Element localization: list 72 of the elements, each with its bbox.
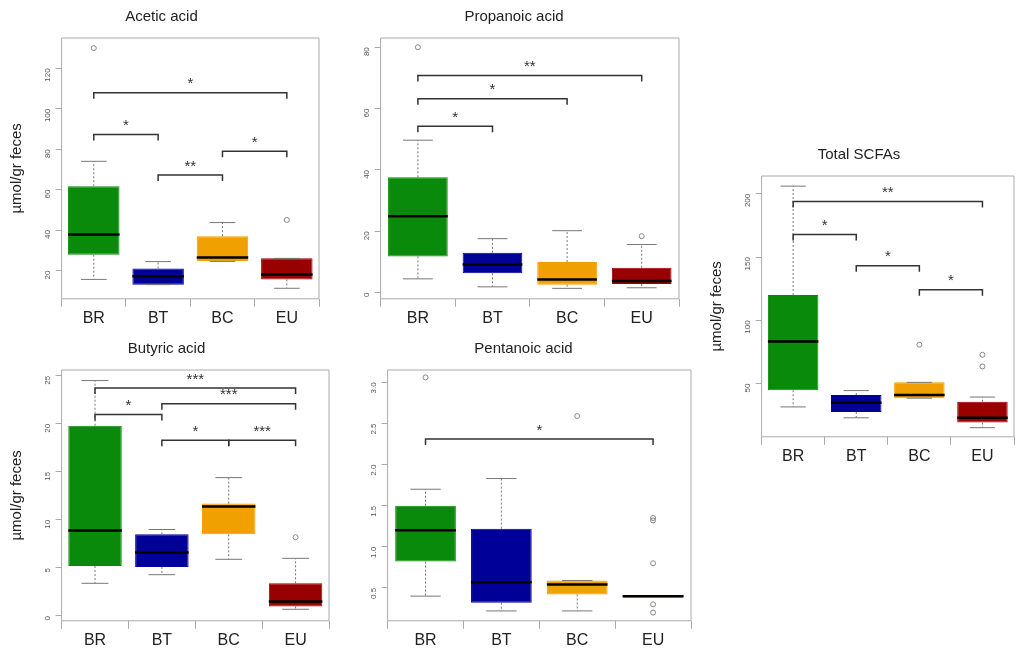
y-tick-label: 1.5 xyxy=(368,505,378,517)
x-tick-label: EU xyxy=(971,446,994,464)
y-tick-label: 150 xyxy=(742,256,752,271)
y-tick-label: 60 xyxy=(42,189,52,199)
annotation: * xyxy=(125,396,132,414)
annotation: * xyxy=(187,74,194,92)
chart-title: Propanoic acid xyxy=(464,7,564,25)
x-tick-label: BT xyxy=(147,308,169,326)
y-tick-label: 100 xyxy=(42,108,52,123)
annotation: *** xyxy=(219,385,238,403)
y-tick-label: 20 xyxy=(42,423,52,433)
y-tick-label: 100 xyxy=(742,319,752,334)
annotation: * xyxy=(884,247,891,265)
x-tick-label: BR xyxy=(782,446,805,464)
y-tick-label: 50 xyxy=(742,383,752,393)
annotation: * xyxy=(489,80,496,98)
x-tick-label: BT xyxy=(151,630,173,648)
y-tick-label: 5 xyxy=(42,567,52,573)
annotation: * xyxy=(123,116,130,134)
y-tick-label: 120 xyxy=(42,67,52,82)
y-tick-label: 25 xyxy=(42,375,52,385)
y-tick-label: 200 xyxy=(742,193,752,208)
annotation: * xyxy=(452,107,459,125)
x-tick-label: EU xyxy=(284,630,307,648)
y-tick-label: 40 xyxy=(361,169,371,179)
chart-title: Pentanoic acid xyxy=(474,339,573,357)
x-tick-label: BR xyxy=(82,308,105,326)
annotation: * xyxy=(251,132,258,150)
annotation: ** xyxy=(523,57,536,75)
x-tick-label: BC xyxy=(566,630,589,648)
annotation: *** xyxy=(186,369,205,387)
chart-title: Acetic acid xyxy=(125,7,198,25)
x-tick-label: BC xyxy=(908,446,931,464)
y-tick-label: 60 xyxy=(361,108,371,118)
y-tick-label: 3.0 xyxy=(368,381,378,394)
annotation: * xyxy=(947,271,954,289)
y-tick-label: 0 xyxy=(361,292,371,298)
y-tick-label: 10 xyxy=(42,519,52,529)
y-tick-label: 20 xyxy=(361,230,371,241)
x-tick-label: BR xyxy=(83,630,107,648)
x-tick-label: BC xyxy=(211,308,234,326)
annotation: * xyxy=(821,216,828,234)
y-tick-label: 0.5 xyxy=(368,587,378,600)
y-tick-label: 15 xyxy=(42,471,52,481)
y-tick-label: 1.0 xyxy=(368,546,378,558)
y-tick-label: 40 xyxy=(42,229,52,239)
y-tick-label: 80 xyxy=(42,148,52,159)
x-tick-label: EU xyxy=(630,308,653,326)
x-tick-label: EU xyxy=(641,630,665,648)
annotation: ** xyxy=(184,156,197,174)
y-axis-title: µmol/gr feces xyxy=(7,450,25,541)
x-tick-label: EU xyxy=(275,308,298,326)
annotation: * xyxy=(192,421,199,439)
x-tick-label: BR xyxy=(406,308,430,326)
annotation: * xyxy=(536,420,543,438)
x-tick-label: BC xyxy=(217,630,240,648)
y-axis-title: µmol/gr feces xyxy=(7,123,25,214)
x-tick-label: BT xyxy=(491,630,512,648)
chart-title: Butyric acid xyxy=(127,339,206,357)
x-tick-label: BR xyxy=(414,630,437,648)
x-tick-label: BC xyxy=(555,308,579,326)
y-tick-label: 2.5 xyxy=(368,422,378,435)
x-tick-label: BT xyxy=(482,308,503,326)
annotation: ** xyxy=(881,183,894,201)
annotation: *** xyxy=(253,421,272,439)
y-tick-label: 2.0 xyxy=(368,464,378,476)
chart-title: Total SCFAs xyxy=(817,145,901,163)
y-tick-label: 0 xyxy=(42,615,52,621)
y-tick-label: 20 xyxy=(42,269,52,280)
x-tick-label: BT xyxy=(846,446,867,464)
y-axis-title: µmol/gr feces xyxy=(707,261,725,352)
y-tick-label: 80 xyxy=(361,46,371,57)
